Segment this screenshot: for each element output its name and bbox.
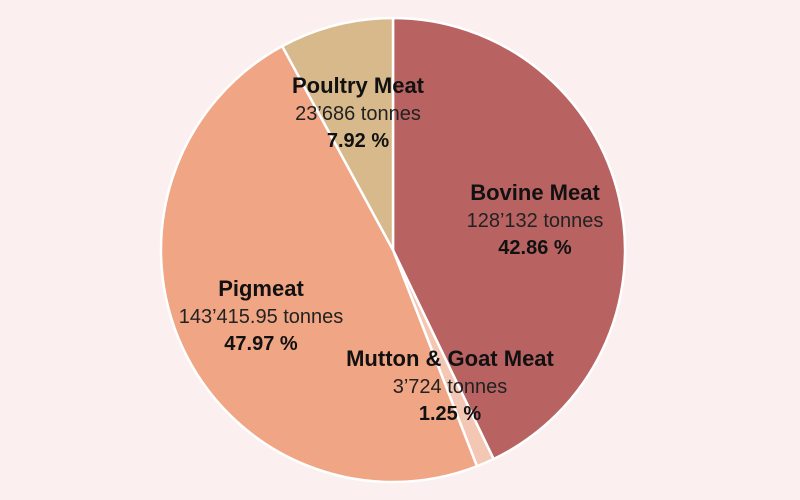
slice-label-value: 143’415.95 tonnes — [179, 306, 344, 328]
slice-label-value: 128’132 tonnes — [467, 210, 604, 232]
pie-slices — [159, 16, 627, 484]
slice-label-percent: 7.92 % — [327, 130, 389, 152]
slice-label-name: Bovine Meat — [470, 180, 600, 205]
slice-label-value: 3’724 tonnes — [393, 376, 508, 398]
pie-labels: Bovine Meat 128’132 tonnes 42.86 % Mutton &… — [179, 73, 604, 425]
slice-label-percent: 42.86 % — [498, 237, 572, 259]
slice-label-name: Poultry Meat — [292, 73, 425, 98]
slice-label-name: Mutton & Goat Meat — [346, 346, 554, 371]
slice-label-percent: 47.97 % — [224, 333, 298, 355]
pie-slice-poultry[interactable] — [280, 16, 395, 252]
pie-slice-pigmeat[interactable] — [159, 44, 479, 484]
slice-label-value: 23’686 tonnes — [295, 103, 421, 125]
slice-label-bovine: Bovine Meat 128’132 tonnes 42.86 % — [467, 180, 604, 259]
slice-label-poultry: Poultry Meat 23’686 tonnes 7.92 % — [292, 73, 425, 152]
slice-label-mutton: Mutton & Goat Meat 3’724 tonnes 1.25 % — [346, 346, 554, 425]
slice-label-name: Pigmeat — [218, 276, 304, 301]
pie-slice-bovine[interactable] — [391, 16, 627, 461]
slice-label-percent: 1.25 % — [419, 403, 481, 425]
slice-label-pigmeat: Pigmeat 143’415.95 tonnes 47.97 % — [179, 276, 344, 355]
